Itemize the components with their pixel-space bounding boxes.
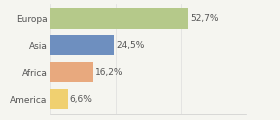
Text: 6,6%: 6,6% bbox=[70, 95, 93, 104]
Text: 16,2%: 16,2% bbox=[95, 68, 123, 77]
Bar bbox=[50, 62, 93, 82]
Text: 24,5%: 24,5% bbox=[116, 41, 145, 50]
Bar bbox=[50, 8, 188, 29]
Bar bbox=[50, 35, 115, 55]
Text: 52,7%: 52,7% bbox=[190, 14, 219, 23]
Bar bbox=[50, 89, 68, 109]
